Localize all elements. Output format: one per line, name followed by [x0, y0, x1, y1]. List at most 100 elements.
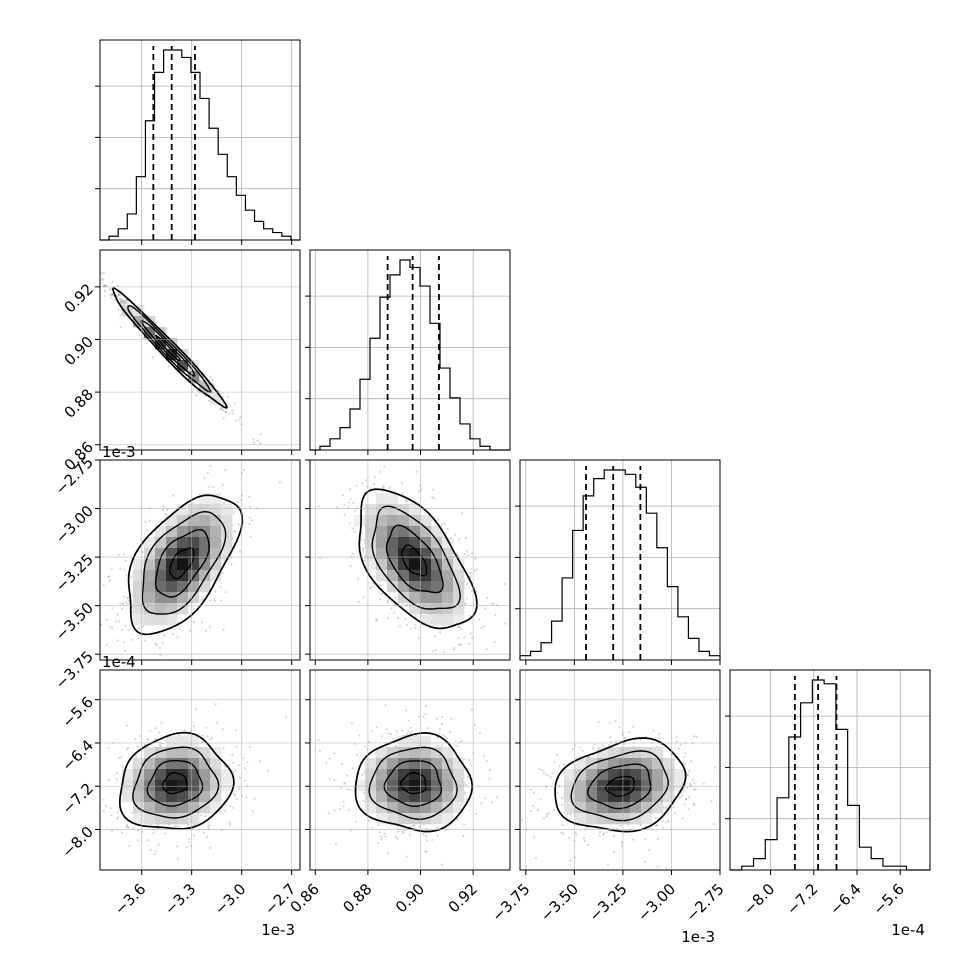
sample-point — [349, 565, 352, 568]
sample-point — [328, 757, 331, 760]
contour-line — [118, 731, 235, 830]
sample-point — [238, 550, 242, 553]
density-cell — [166, 747, 178, 759]
density-cell — [177, 581, 189, 593]
sample-point — [461, 739, 464, 743]
density-cell — [398, 537, 410, 549]
density-cell — [387, 526, 399, 538]
sample-point — [118, 756, 121, 760]
sample-point — [631, 725, 635, 728]
density-cell — [376, 504, 388, 516]
sample-point — [551, 772, 554, 775]
axes-frame — [519, 669, 721, 871]
density-cell — [398, 581, 410, 593]
density-cell — [376, 493, 388, 505]
sample-point — [361, 773, 364, 777]
density-cell — [166, 603, 178, 615]
sample-point — [224, 809, 227, 812]
sample-point — [712, 822, 716, 826]
sample-point — [204, 395, 207, 398]
sample-point — [553, 761, 556, 764]
density-cell — [586, 769, 598, 781]
sample-point — [111, 280, 114, 283]
sample-point — [484, 607, 487, 610]
density-cell — [663, 780, 675, 792]
sample-point — [442, 651, 445, 654]
density-cell — [652, 769, 664, 781]
contour-line — [146, 759, 204, 807]
sample-point — [95, 270, 97, 272]
sample-point — [504, 622, 507, 625]
density-cell — [133, 581, 145, 593]
sample-point — [121, 289, 124, 292]
sample-point — [539, 798, 542, 801]
sample-point — [252, 438, 255, 441]
density-cell — [188, 802, 200, 814]
density-cell — [188, 360, 200, 372]
density-cell — [387, 802, 399, 814]
sample-point — [457, 626, 460, 629]
density-cell — [144, 570, 156, 582]
sample-point — [43, 219, 45, 221]
sample-point — [464, 783, 468, 786]
sample-point — [114, 620, 117, 623]
density-cell — [166, 526, 178, 538]
sample-point — [105, 618, 108, 621]
density-panel-2-0 — [99, 459, 301, 661]
density-cell — [442, 592, 454, 604]
density-cell — [199, 537, 211, 549]
sample-point — [334, 843, 337, 846]
sample-point — [575, 833, 578, 836]
sample-point — [687, 808, 690, 811]
sample-point — [454, 671, 456, 673]
sample-point — [357, 577, 360, 580]
sample-point — [684, 752, 687, 755]
sample-point — [233, 402, 236, 405]
sample-point — [454, 739, 457, 742]
sample-point — [201, 734, 204, 737]
density-cell — [210, 780, 222, 792]
sample-point — [125, 748, 129, 751]
sample-point — [405, 499, 408, 502]
density-cell — [365, 526, 377, 538]
x-offset-label: 1e-4 — [891, 921, 925, 939]
sample-point — [644, 735, 648, 738]
density-cell — [453, 614, 465, 626]
sample-point — [249, 506, 252, 509]
density-cell — [431, 559, 443, 571]
sample-point — [226, 395, 229, 398]
density-cell — [387, 747, 399, 759]
sample-point — [349, 788, 352, 792]
sample-point — [474, 557, 477, 560]
sample-point — [618, 726, 621, 729]
sample-point — [333, 752, 336, 755]
sample-point — [235, 745, 238, 749]
density-cell — [376, 559, 388, 571]
density-cell — [409, 548, 421, 560]
sample-point — [612, 850, 615, 854]
density-cell — [365, 548, 377, 560]
sample-point — [380, 592, 383, 596]
sample-point — [561, 823, 564, 826]
sample-point — [248, 495, 251, 498]
sample-point — [162, 505, 165, 508]
sample-point — [355, 753, 359, 756]
density-cell — [398, 559, 410, 571]
sample-point — [116, 294, 120, 297]
density-cell — [133, 758, 145, 770]
sample-point — [542, 817, 546, 820]
sample-point — [212, 379, 215, 382]
density-cell — [597, 769, 609, 781]
density-cell — [199, 791, 211, 803]
density-cell — [133, 316, 145, 328]
sample-point — [402, 734, 405, 737]
sample-point — [566, 813, 569, 816]
sample-point — [115, 778, 118, 781]
sample-point — [152, 831, 155, 835]
sample-point — [569, 812, 572, 816]
sample-point — [325, 761, 328, 764]
sample-point — [167, 365, 170, 368]
sample-point — [154, 850, 157, 853]
density-cell — [376, 570, 388, 582]
sample-point — [239, 776, 242, 779]
